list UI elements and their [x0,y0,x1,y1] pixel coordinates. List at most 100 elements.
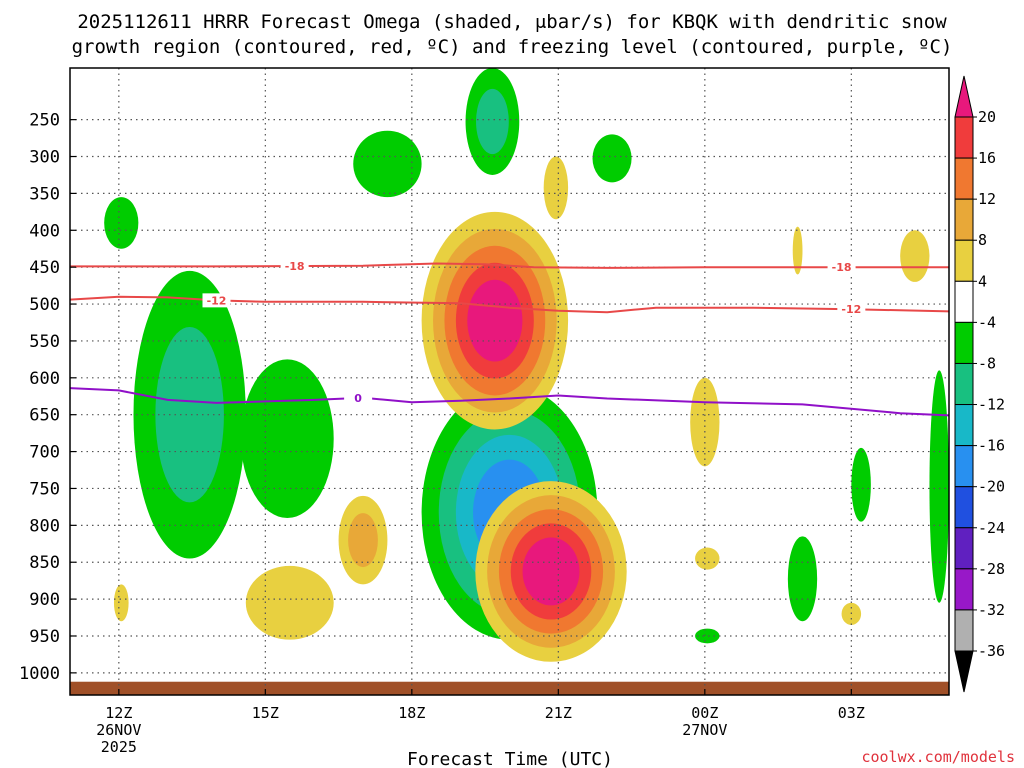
omega-feature-down-20 [113,584,129,622]
omega-feature-down-17 [900,230,930,282]
y-tick-label-300: 300 [29,148,60,168]
y-tick-label-400: 400 [29,221,60,241]
y-tick-label-600: 600 [29,369,60,389]
y-tick-label-750: 750 [29,479,60,499]
colorbar-label: 12 [978,190,996,208]
omega-contour--4 [353,130,422,198]
x-tick-label-03Z: 03Z [838,704,865,722]
y-tick-label-650: 650 [29,406,60,426]
isotherm-0-line [70,387,949,417]
omega-contour-4 [690,377,720,467]
colorbar-label: -16 [978,437,1005,455]
colorbar-label: 4 [978,272,987,290]
omega-contour--4 [695,628,720,644]
omega-feature-up-2 [592,134,632,183]
x-tick-label-18Z: 18Z [398,704,425,722]
isotherm-label-bg [280,259,309,274]
chart-title-line-2: growth region (contoured, red, ºC) and f… [72,36,953,58]
terrain-band [70,681,949,695]
omega-contour-8 [348,513,378,568]
isotherm-label-bg [827,260,856,275]
y-tick-label-550: 550 [29,332,60,352]
colorbar-label: -24 [978,519,1005,537]
y-tick-label-500: 500 [29,295,60,315]
colorbar-swatch-11 [954,568,974,611]
omega-feature-up-5 [240,359,334,518]
omega-contour-4 [245,565,334,640]
colorbar-swatch-10 [954,527,974,570]
y-tick-label-850: 850 [29,553,60,573]
colorbar-label: 8 [978,231,987,249]
x-tick-label-00Z: 00Z [691,704,718,722]
plot-area: -18 -18 -12 -12 0 [69,67,950,696]
omega-feature-down-14 [245,565,334,640]
credit-text: coolwx.com/models [861,748,1015,766]
colorbar: 20 16 12 8 4 -4 -8 -12 -16 -20 -24 -28 -32 -36 [954,75,1005,693]
isotherm-label: 0 [354,392,362,405]
omega-contour--4 [787,536,818,622]
y-tick-label-250: 250 [29,111,60,131]
colorbar-label: 20 [978,108,996,126]
colorbar-label: -36 [978,642,1005,660]
x-tick-label-21Z: 21Z [545,704,572,722]
isotherm-contours: -18 -18 -12 -12 0 [70,259,949,417]
y-tick-label-900: 900 [29,590,60,610]
x-tick-label-15Z: 15Z [252,704,279,722]
omega-feature-up-7 [851,447,871,522]
colorbar-label: -32 [978,601,1005,619]
chart-title-line-1: 2025112611 HRRR Forecast Omega (shaded, … [77,11,947,33]
y-tick-label-700: 700 [29,443,60,463]
omega-feature-up-1 [353,130,422,198]
x-tick-year: 2025 [101,738,137,756]
isotherm--12-line [70,295,949,314]
colorbar-swatch-1 [954,157,974,200]
colorbar-swatch-9 [954,486,974,529]
colorbar-swatch-6 [954,362,974,406]
plot-frame [69,67,950,696]
y-tick-label-450: 450 [29,258,60,278]
terrain-layer [70,681,949,695]
omega-contour-4 [695,547,720,570]
colorbar-label: -20 [978,478,1005,496]
omega-contour--8 [476,88,509,155]
omega-contour-4 [113,584,129,622]
isotherm-label: -12 [841,303,861,316]
omega-feature-up-3 [104,197,139,249]
omega-contour-4 [900,230,930,282]
omega-feature-up-4 [133,270,246,559]
omega-contour-20 [467,279,523,362]
colorbar-swatch-0 [954,116,974,159]
colorbar-label: -28 [978,560,1005,578]
omega-contour--4 [929,370,949,603]
omega-contour--4 [592,134,632,183]
omega-feature-down-18 [792,226,803,275]
y-tick-label-950: 950 [29,627,60,647]
isotherm-label-bg [837,302,866,317]
isotherm-label-bg [202,293,231,308]
omega-feature-down-15 [543,156,569,220]
x-tick-date: 27NOV [682,721,727,739]
omega-feature-up-10 [695,628,720,644]
x-tick-date: 26NOV [96,721,141,739]
pressure-axis: 250 300 350 400 450 500 550 600 650 700 750 800 850 9… [19,111,76,684]
colorbar-label: -8 [978,354,996,372]
x-axis-title: Forecast Time (UTC) [407,749,613,768]
y-tick-label-1000: 1000 [19,664,60,684]
omega-contour--4 [240,359,334,518]
omega-feature-down-19 [695,547,720,570]
isotherm-label: -18 [285,260,305,273]
colorbar-swatch-3 [954,239,974,282]
omega-contour-4 [792,226,803,275]
omega-feature-up-8 [787,536,818,622]
colorbar-label: 16 [978,149,996,167]
omega-contour--8 [155,326,224,503]
omega-contour--4 [851,447,871,522]
omega-feature-down-12 [475,481,627,662]
omega-feature-down-13 [338,495,388,585]
omega-feature-up-0 [465,68,520,175]
colorbar-top-arrow [954,75,974,118]
y-tick-label-350: 350 [29,184,60,204]
omega-feature-up-9 [929,370,949,603]
